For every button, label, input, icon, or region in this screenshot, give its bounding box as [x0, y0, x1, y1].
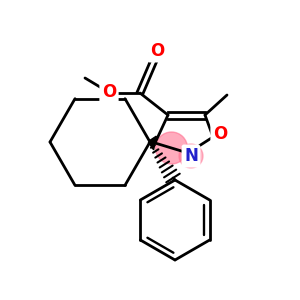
- Circle shape: [155, 132, 188, 164]
- Text: O: O: [150, 42, 164, 60]
- Polygon shape: [150, 136, 156, 150]
- Text: O: O: [213, 125, 227, 143]
- Text: O: O: [102, 83, 116, 101]
- Circle shape: [179, 144, 203, 168]
- Text: N: N: [184, 147, 198, 165]
